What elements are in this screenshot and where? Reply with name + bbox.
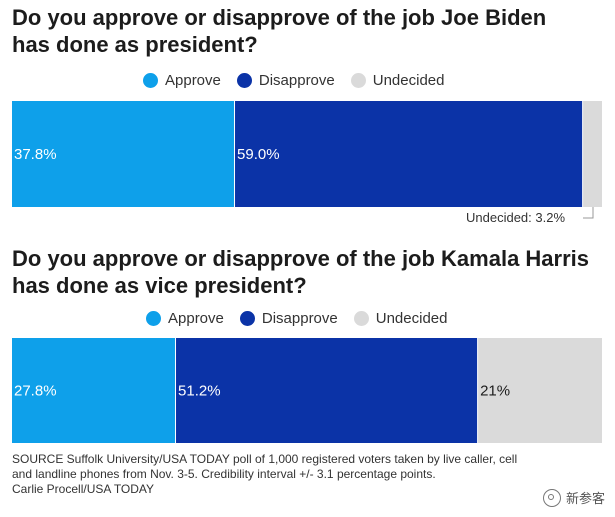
undecided-swatch-icon bbox=[350, 73, 366, 88]
chart2-legend: Approve Disapprove Undecided bbox=[146, 310, 447, 327]
source-line-1: SOURCE Suffolk University/USA TODAY poll… bbox=[12, 452, 518, 466]
chart2-stacked-bar: 27.8% 51.2% 21% bbox=[12, 338, 602, 443]
legend-item-disapprove: Disapprove bbox=[236, 72, 335, 89]
chart2-title: Do you approve or disapprove of the job … bbox=[12, 246, 590, 298]
chart2-bar-disapprove bbox=[176, 338, 478, 443]
legend-label-undecided: Undecided bbox=[375, 310, 448, 327]
chart2-label-undecided: 21% bbox=[480, 383, 510, 400]
wechat-icon bbox=[542, 488, 561, 507]
chart1-label-approve: 37.8% bbox=[14, 146, 57, 163]
chart2-label-approve: 27.8% bbox=[14, 383, 57, 400]
disapprove-swatch-icon bbox=[236, 73, 252, 88]
legend-label-undecided: Undecided bbox=[372, 72, 445, 89]
source-note: SOURCE Suffolk University/USA TODAY poll… bbox=[12, 452, 602, 497]
legend-label-disapprove: Disapprove bbox=[261, 310, 338, 327]
legend-item-approve: Approve bbox=[146, 310, 224, 327]
chart1-bar-undecided bbox=[583, 101, 602, 207]
approve-swatch-icon bbox=[146, 311, 161, 326]
chart2-label-disapprove: 51.2% bbox=[178, 383, 221, 400]
chart1-label-disapprove: 59.0% bbox=[237, 146, 280, 163]
watermark-text: 新参客 bbox=[565, 491, 605, 506]
chart1-bar-approve bbox=[12, 101, 235, 207]
source-credit: Carlie Procell/USA TODAY bbox=[12, 482, 155, 496]
chart1-bar-disapprove bbox=[235, 101, 583, 207]
legend-label-disapprove: Disapprove bbox=[258, 72, 335, 89]
chart1-legend: Approve Disapprove Undecided bbox=[143, 72, 444, 89]
legend-label-approve: Approve bbox=[165, 72, 221, 89]
chart1-callout-connector bbox=[583, 207, 594, 219]
undecided-swatch-icon bbox=[353, 311, 369, 326]
legend-item-undecided: Undecided bbox=[350, 72, 445, 89]
legend-item-undecided: Undecided bbox=[353, 310, 448, 327]
watermark: 新参客 bbox=[542, 488, 605, 507]
chart2-bar-approve bbox=[12, 338, 176, 443]
chart1-title: Do you approve or disapprove of the job … bbox=[12, 5, 547, 57]
legend-item-disapprove: Disapprove bbox=[239, 310, 338, 327]
legend-label-approve: Approve bbox=[168, 310, 224, 327]
legend-item-approve: Approve bbox=[143, 72, 221, 89]
chart1-stacked-bar: 37.8% 59.0% bbox=[12, 101, 602, 207]
source-line-2: and landline phones from Nov. 3-5. Credi… bbox=[12, 467, 436, 481]
approve-swatch-icon bbox=[143, 73, 158, 88]
disapprove-swatch-icon bbox=[239, 311, 255, 326]
chart2-bar-undecided bbox=[478, 338, 602, 443]
chart1-undecided-callout: Undecided: 3.2% bbox=[466, 210, 566, 225]
